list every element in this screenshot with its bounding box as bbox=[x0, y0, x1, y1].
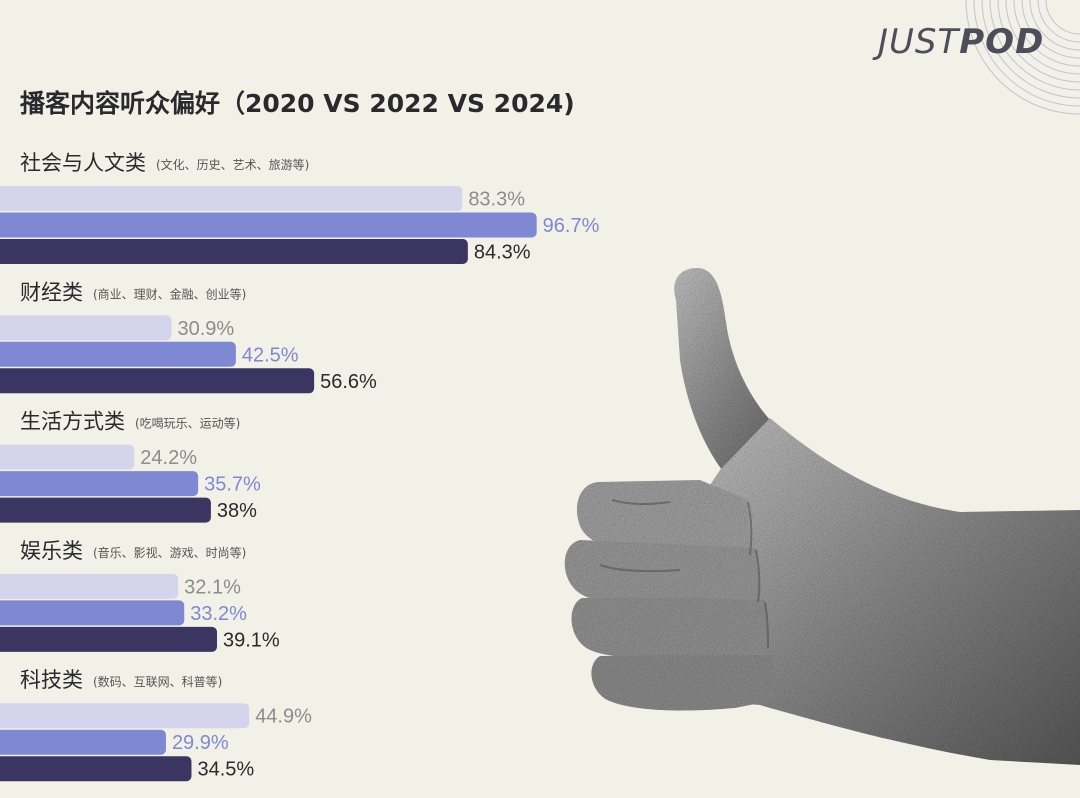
bar-series-1 bbox=[0, 729, 166, 755]
category-group: 社会与人文类 (文化、历史、艺术、旅游等) 83.3% 96.7% 84.3% bbox=[0, 151, 600, 264]
category-label: 生活方式类 bbox=[20, 410, 125, 434]
data-label: 34.5% bbox=[197, 759, 254, 781]
data-label: 42.5% bbox=[242, 344, 299, 366]
bar-series-1 bbox=[0, 471, 199, 497]
data-label: 32.1% bbox=[184, 576, 241, 598]
category-group: 娱乐类 (音乐、影视、游戏、时尚等) 32.1% 33.2% 39.1% bbox=[0, 539, 280, 652]
bar-series-0 bbox=[0, 186, 463, 211]
category-sublabel: (数码、互联网、科普等) bbox=[93, 674, 222, 689]
data-label: 83.3% bbox=[468, 189, 525, 211]
bar-series-0 bbox=[0, 315, 172, 341]
data-label: 96.7% bbox=[543, 215, 600, 237]
bar-series-1 bbox=[0, 212, 537, 238]
category-group: 财经类 (商业、理财、金融、创业等) 30.9% 42.5% 56.6% bbox=[0, 280, 377, 394]
bar-series-2 bbox=[0, 368, 315, 394]
data-label: 35.7% bbox=[204, 474, 261, 496]
data-label: 38% bbox=[217, 500, 257, 522]
category-sublabel: (文化、历史、艺术、旅游等) bbox=[156, 157, 309, 172]
bar-series-0 bbox=[0, 703, 250, 729]
category-label: 娱乐类 bbox=[20, 539, 83, 563]
category-label: 科技类 bbox=[20, 668, 83, 692]
category-group: 科技类 (数码、互联网、科普等) 44.9% 29.9% 34.5% bbox=[0, 668, 312, 782]
bar-series-1 bbox=[0, 341, 236, 367]
data-label: 30.9% bbox=[177, 318, 234, 340]
category-group: 生活方式类 (吃喝玩乐、运动等) 24.2% 35.7% 38% bbox=[0, 410, 261, 523]
category-label: 财经类 bbox=[20, 280, 83, 304]
category-sublabel: (商业、理财、金融、创业等) bbox=[93, 286, 246, 301]
bar-series-1 bbox=[0, 600, 185, 626]
bar-series-2 bbox=[0, 497, 211, 523]
data-label: 56.6% bbox=[320, 371, 377, 393]
data-label: 44.9% bbox=[255, 706, 312, 728]
bar-series-2 bbox=[0, 239, 468, 264]
bar-series-0 bbox=[0, 444, 135, 470]
category-label: 社会与人文类 bbox=[20, 151, 146, 175]
bar-series-0 bbox=[0, 573, 179, 599]
bar-series-2 bbox=[0, 626, 218, 652]
category-sublabel: (音乐、影视、游戏、时尚等) bbox=[93, 545, 246, 560]
data-label: 33.2% bbox=[190, 603, 247, 625]
data-label: 24.2% bbox=[140, 447, 197, 469]
category-sublabel: (吃喝玩乐、运动等) bbox=[135, 417, 240, 431]
data-label: 29.9% bbox=[172, 732, 229, 754]
chart-title: 播客内容听众偏好（2020 VS 2022 VS 2024) bbox=[20, 89, 575, 118]
bar-series-2 bbox=[0, 756, 192, 782]
data-label: 39.1% bbox=[223, 629, 280, 651]
brand-logo: JUSTPOD bbox=[878, 22, 1045, 62]
data-label: 84.3% bbox=[474, 242, 531, 264]
